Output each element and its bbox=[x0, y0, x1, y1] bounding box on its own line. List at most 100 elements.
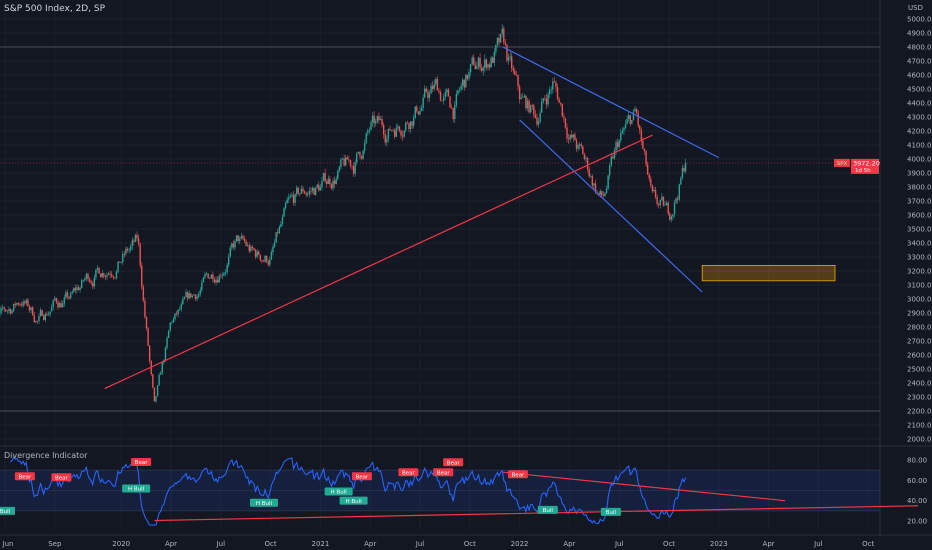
divergence-label: H Bull bbox=[128, 487, 145, 493]
candle-body bbox=[153, 387, 156, 402]
candle-body bbox=[261, 260, 263, 262]
candle-body bbox=[212, 274, 214, 280]
candle-body bbox=[495, 44, 497, 53]
candle-body bbox=[74, 288, 77, 291]
candle-body bbox=[326, 181, 328, 184]
divergence-label: Bull bbox=[606, 510, 617, 516]
candle-body bbox=[341, 158, 344, 160]
candle-body bbox=[395, 127, 397, 137]
x-tick-label: Jul bbox=[216, 540, 226, 548]
candle-body bbox=[251, 246, 254, 249]
candle-body bbox=[118, 261, 121, 263]
candle-body bbox=[340, 159, 342, 168]
y-tick-label: 2100.00 bbox=[907, 422, 932, 430]
candle-body bbox=[556, 87, 559, 100]
chart-title: S&P 500 Index, 2D, SP bbox=[4, 4, 106, 14]
candle-body bbox=[128, 249, 130, 251]
candle-body bbox=[645, 151, 647, 165]
candle-body bbox=[148, 345, 151, 361]
candle-body bbox=[490, 57, 492, 68]
candle-body bbox=[8, 309, 10, 311]
divergence-badge-bull bbox=[339, 496, 368, 505]
divergence-badge-bear bbox=[14, 472, 35, 481]
candle-body bbox=[344, 157, 347, 166]
candle-body bbox=[572, 134, 575, 138]
candle-body bbox=[155, 396, 157, 402]
candle-body bbox=[106, 274, 108, 277]
candle-body bbox=[216, 279, 219, 283]
candle-body bbox=[574, 134, 576, 141]
candle-body bbox=[620, 133, 622, 141]
candle-body bbox=[367, 130, 369, 134]
candle-body bbox=[275, 232, 277, 243]
candle-body bbox=[435, 78, 437, 84]
candle-body bbox=[27, 299, 29, 306]
candle-body bbox=[386, 139, 388, 143]
y-tick-label: 3600.00 bbox=[907, 212, 932, 220]
candle-body bbox=[412, 117, 415, 126]
candle-body bbox=[174, 313, 176, 320]
indicator-title[interactable]: Divergence Indicator bbox=[4, 451, 88, 460]
candle-body bbox=[431, 85, 434, 90]
currency-label: USD bbox=[908, 4, 923, 12]
candle-body bbox=[640, 129, 643, 142]
candle-body bbox=[144, 300, 146, 317]
candle-body bbox=[370, 122, 372, 130]
candle-body bbox=[401, 135, 404, 137]
candle-body bbox=[533, 105, 535, 115]
candle-body bbox=[420, 107, 423, 111]
candle-body bbox=[93, 277, 96, 287]
candle-body bbox=[526, 100, 529, 109]
candle-body bbox=[202, 277, 205, 283]
candle-body bbox=[509, 56, 511, 58]
y-tick-label: 2600.00 bbox=[907, 352, 932, 360]
candle-body bbox=[43, 315, 45, 321]
candle-body bbox=[623, 128, 625, 131]
divergence-badge-bull bbox=[0, 506, 15, 515]
candle-body bbox=[507, 57, 510, 61]
candle-body bbox=[427, 91, 429, 98]
candle-body bbox=[109, 273, 111, 275]
candle-body bbox=[196, 296, 198, 299]
candle-body bbox=[662, 196, 665, 206]
candle-body bbox=[39, 310, 42, 317]
candle-body bbox=[220, 275, 222, 277]
divergence-label: Bull bbox=[0, 509, 11, 515]
candle-body bbox=[231, 243, 233, 248]
candle-body bbox=[474, 64, 477, 70]
candle-body bbox=[52, 300, 54, 308]
candle-body bbox=[115, 271, 118, 279]
x-tick-label: Oct bbox=[862, 540, 874, 548]
candle-body bbox=[613, 150, 616, 159]
candle-body bbox=[661, 196, 663, 201]
candle-body bbox=[408, 123, 410, 130]
candle-body bbox=[591, 176, 594, 186]
candle-body bbox=[141, 265, 143, 288]
candle-body bbox=[177, 309, 179, 315]
candle-body bbox=[586, 157, 589, 170]
candle-body bbox=[66, 292, 69, 297]
candle-body bbox=[243, 238, 246, 242]
candle-body bbox=[632, 111, 635, 120]
candle-body bbox=[169, 322, 171, 331]
candle-body bbox=[60, 303, 62, 308]
candle-body bbox=[544, 98, 546, 100]
x-tick-label: 2021 bbox=[311, 540, 329, 548]
candle-body bbox=[207, 273, 209, 279]
candle-body bbox=[635, 108, 638, 113]
y-tick-label: 4700.00 bbox=[907, 58, 932, 66]
candle-body bbox=[308, 190, 311, 194]
candle-body bbox=[258, 251, 260, 255]
candle-body bbox=[390, 129, 393, 131]
candle-body bbox=[398, 126, 401, 131]
candle-body bbox=[439, 92, 442, 101]
candle-body bbox=[205, 273, 208, 275]
candle-body bbox=[458, 89, 461, 91]
candle-body bbox=[98, 267, 100, 274]
candle-body bbox=[376, 116, 379, 122]
x-tick-label: Apr bbox=[763, 540, 775, 548]
candle-body bbox=[492, 57, 494, 63]
candle-body bbox=[291, 194, 293, 196]
x-tick-label: Jul bbox=[813, 540, 823, 548]
